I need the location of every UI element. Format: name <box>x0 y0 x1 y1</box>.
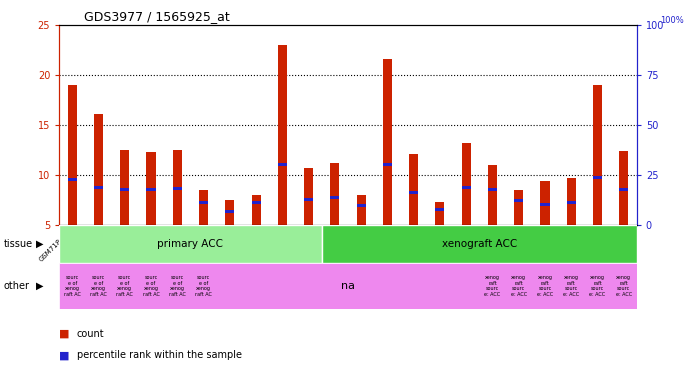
Text: sourc
e of
xenog
raft AC: sourc e of xenog raft AC <box>169 275 186 297</box>
Bar <box>278 45 287 225</box>
Text: xenograft ACC: xenograft ACC <box>442 239 517 249</box>
Bar <box>94 186 103 189</box>
Bar <box>619 151 628 225</box>
Bar <box>226 210 235 214</box>
Bar <box>593 176 602 179</box>
Text: xenog
raft
sourc
e: ACC: xenog raft sourc e: ACC <box>590 275 606 297</box>
Bar <box>68 85 77 225</box>
Text: other: other <box>3 281 29 291</box>
Bar <box>173 187 182 190</box>
Bar <box>331 196 340 199</box>
Bar <box>356 195 365 225</box>
Text: na: na <box>341 281 355 291</box>
Bar <box>251 201 261 204</box>
Text: tissue: tissue <box>3 239 33 249</box>
Bar <box>488 165 497 225</box>
Text: sourc
e of
xenog
raft AC: sourc e of xenog raft AC <box>116 275 133 297</box>
Bar <box>304 198 313 202</box>
Bar <box>409 191 418 194</box>
Bar <box>59 225 322 263</box>
Text: xenog
raft
sourc
e: ACC: xenog raft sourc e: ACC <box>616 275 632 297</box>
Bar <box>322 225 637 263</box>
Bar <box>331 163 340 225</box>
Bar <box>199 190 208 225</box>
Text: GDS3977 / 1565925_at: GDS3977 / 1565925_at <box>84 10 229 23</box>
Bar <box>567 178 576 225</box>
Bar <box>540 203 550 207</box>
Bar <box>488 188 497 192</box>
Bar <box>68 178 77 182</box>
Bar <box>199 201 208 204</box>
Text: sourc
e of
xenog
raft AC: sourc e of xenog raft AC <box>64 275 81 297</box>
Bar <box>540 181 550 225</box>
Bar <box>383 163 392 167</box>
Bar <box>226 200 235 225</box>
Bar <box>251 195 261 225</box>
Text: xenog
raft
sourc
e: ACC: xenog raft sourc e: ACC <box>563 275 579 297</box>
Text: sourc
e of
xenog
raft AC: sourc e of xenog raft AC <box>90 275 107 297</box>
Bar <box>146 188 156 192</box>
Text: 100%: 100% <box>660 16 683 25</box>
Bar <box>409 154 418 225</box>
Text: xenog
raft
sourc
e: ACC: xenog raft sourc e: ACC <box>484 275 500 297</box>
Bar <box>304 168 313 225</box>
Bar <box>173 150 182 225</box>
Text: sourc
e of
xenog
raft AC: sourc e of xenog raft AC <box>143 275 159 297</box>
Bar <box>146 152 156 225</box>
Bar <box>94 114 103 225</box>
Text: xenog
raft
sourc
e: ACC: xenog raft sourc e: ACC <box>511 275 527 297</box>
Text: ■: ■ <box>59 329 70 339</box>
Text: sourc
e of
xenog
raft AC: sourc e of xenog raft AC <box>195 275 212 297</box>
Bar <box>567 201 576 204</box>
Bar <box>435 202 445 225</box>
Text: percentile rank within the sample: percentile rank within the sample <box>77 350 242 360</box>
Bar <box>514 199 523 202</box>
Text: count: count <box>77 329 104 339</box>
Bar <box>356 204 365 207</box>
Bar <box>120 150 129 225</box>
Bar <box>120 188 129 192</box>
Text: xenog
raft
sourc
e: ACC: xenog raft sourc e: ACC <box>537 275 553 297</box>
Bar <box>383 59 392 225</box>
Text: ▶: ▶ <box>36 239 44 249</box>
Text: primary ACC: primary ACC <box>157 239 223 249</box>
Bar <box>461 143 470 225</box>
Bar <box>278 163 287 167</box>
Bar <box>619 188 628 192</box>
Text: ▶: ▶ <box>36 281 44 291</box>
Bar <box>514 190 523 225</box>
Text: ■: ■ <box>59 350 70 360</box>
Bar <box>461 186 470 189</box>
Bar <box>593 85 602 225</box>
Bar <box>435 208 445 212</box>
